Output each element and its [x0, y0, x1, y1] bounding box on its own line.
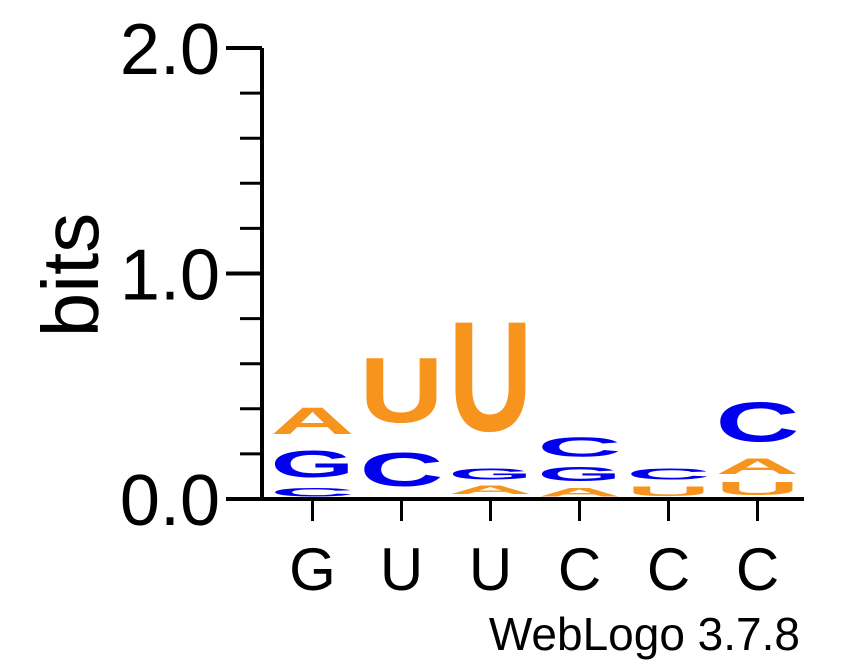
y-tick-label: 2.0 — [120, 10, 220, 90]
logo-letter-G: G — [449, 465, 533, 483]
logo-letter-U: U — [627, 483, 711, 499]
logo-letter-C: C — [716, 391, 800, 454]
weblogo-credit: WebLogo 3.7.8 — [489, 608, 800, 660]
x-tick-label: C — [647, 536, 690, 603]
logo-letter-U: U — [360, 339, 444, 442]
logo-letter-A: A — [271, 400, 355, 442]
logo-letter-A: A — [538, 485, 622, 499]
logo-letter-C: C — [271, 485, 355, 499]
y-tick-label: 1.0 — [120, 236, 220, 316]
logo-letter-U: U — [716, 479, 800, 499]
x-tick-label: C — [736, 536, 779, 603]
logo-letter-C: C — [538, 431, 622, 463]
logo-letter-U: U — [449, 290, 533, 465]
logo-letter-A: A — [449, 483, 533, 497]
y-axis: 0.0 1.0 2.0 — [120, 10, 264, 541]
x-tick-label: G — [289, 536, 336, 603]
logo-letter-A: A — [715, 454, 799, 479]
x-tick-label: U — [469, 536, 512, 603]
x-tick-label: U — [380, 536, 423, 603]
y-axis-label: bits — [26, 213, 115, 338]
x-tick-label: C — [558, 536, 601, 603]
logo-letter-C: C — [627, 465, 711, 483]
logo-letter-G: G — [538, 463, 622, 485]
letter-stacks: CGAACUCAGUAGCUCUAC — [271, 290, 800, 499]
logo-letter-G: G — [271, 443, 355, 486]
y-tick-label: 0.0 — [120, 461, 220, 541]
logo-letter-C: C — [360, 442, 444, 496]
